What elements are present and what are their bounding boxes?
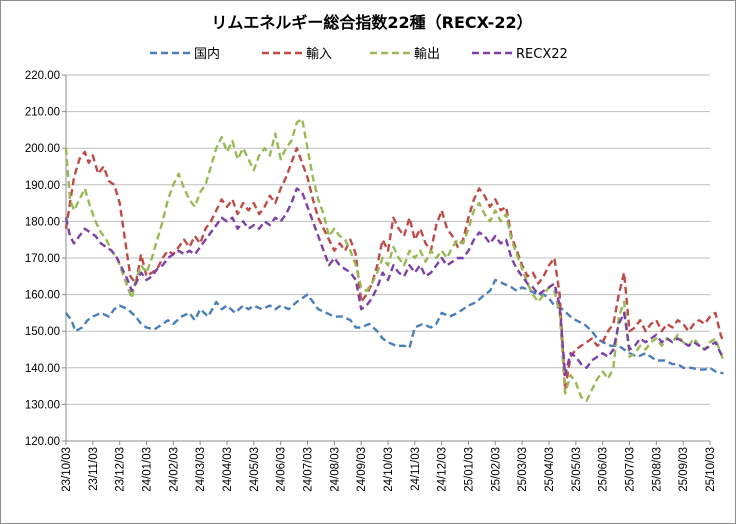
series-line-RECX22 bbox=[64, 187, 725, 377]
y-axis-ticks: 120.00 130.00 140.00 150.00 160.00 170.00 180.… bbox=[25, 70, 66, 448]
x-tick-label: 25/10/03 bbox=[705, 447, 717, 492]
x-tick-label: 25/07/03 bbox=[625, 447, 637, 492]
x-tick-label: 24/06/03 bbox=[276, 447, 288, 492]
x-tick-label: 25/02/03 bbox=[490, 447, 502, 492]
x-tick-label: 25/09/03 bbox=[678, 447, 690, 492]
x-tick-label: 24/02/03 bbox=[168, 447, 180, 492]
legend: 国内 輸入 輸出 RECX22 bbox=[150, 46, 568, 62]
series-line-国内 bbox=[65, 278, 724, 375]
y-tick-label: 220.00 bbox=[25, 70, 60, 82]
series-line-輸出 bbox=[64, 117, 725, 402]
y-tick-label: 120.00 bbox=[25, 436, 60, 448]
y-tick-label: 180.00 bbox=[25, 216, 60, 228]
x-tick-label: 25/01/03 bbox=[464, 447, 476, 492]
x-tick-label: 24/09/03 bbox=[356, 447, 368, 492]
x-tick-label: 25/03/03 bbox=[517, 447, 529, 492]
x-tick-label: 24/08/03 bbox=[329, 447, 341, 492]
x-tick-label: 25/08/03 bbox=[651, 447, 663, 492]
legend-label-輸出: 輸出 bbox=[414, 47, 440, 62]
x-tick-label: 24/10/03 bbox=[383, 447, 395, 492]
x-tick-label: 24/03/03 bbox=[195, 447, 207, 492]
chart-title: リムエネルギー総合指数22種（RECX-22） bbox=[211, 13, 532, 32]
x-tick-label: 25/04/03 bbox=[544, 447, 556, 492]
y-tick-label: 190.00 bbox=[25, 180, 60, 192]
y-tick-label: 170.00 bbox=[25, 253, 60, 265]
x-tick-label: 24/11/03 bbox=[410, 447, 422, 491]
legend-label-国内: 国内 bbox=[194, 46, 220, 62]
x-tick-label: 25/06/03 bbox=[598, 447, 610, 492]
y-tick-label: 200.00 bbox=[25, 143, 60, 155]
y-tick-label: 150.00 bbox=[25, 326, 60, 338]
x-tick-label: 23/12/03 bbox=[115, 447, 127, 492]
gridlines bbox=[65, 74, 710, 442]
x-tick-label: 24/01/03 bbox=[142, 447, 154, 492]
x-tick-label: 23/11/03 bbox=[88, 447, 100, 491]
x-tick-label: 25/05/03 bbox=[571, 447, 583, 492]
y-tick-label: 130.00 bbox=[25, 399, 60, 411]
x-tick-label: 24/04/03 bbox=[222, 447, 234, 492]
legend-label-輸入: 輸入 bbox=[306, 47, 332, 62]
x-axis-ticks: 23/10/03 23/11/03 23/12/03 24/01/03 24/02/03… bbox=[61, 441, 717, 492]
x-tick-label: 24/05/03 bbox=[249, 447, 261, 492]
y-tick-label: 160.00 bbox=[25, 290, 60, 302]
y-tick-label: 140.00 bbox=[25, 363, 60, 375]
y-tick-label: 210.00 bbox=[25, 107, 60, 119]
plot-area bbox=[64, 117, 725, 402]
x-tick-label: 23/10/03 bbox=[61, 447, 73, 492]
legend-label-RECX22: RECX22 bbox=[516, 47, 568, 62]
x-tick-label: 24/12/03 bbox=[437, 447, 449, 492]
series-line-輸入 bbox=[64, 147, 725, 391]
x-tick-label: 24/07/03 bbox=[303, 447, 315, 492]
